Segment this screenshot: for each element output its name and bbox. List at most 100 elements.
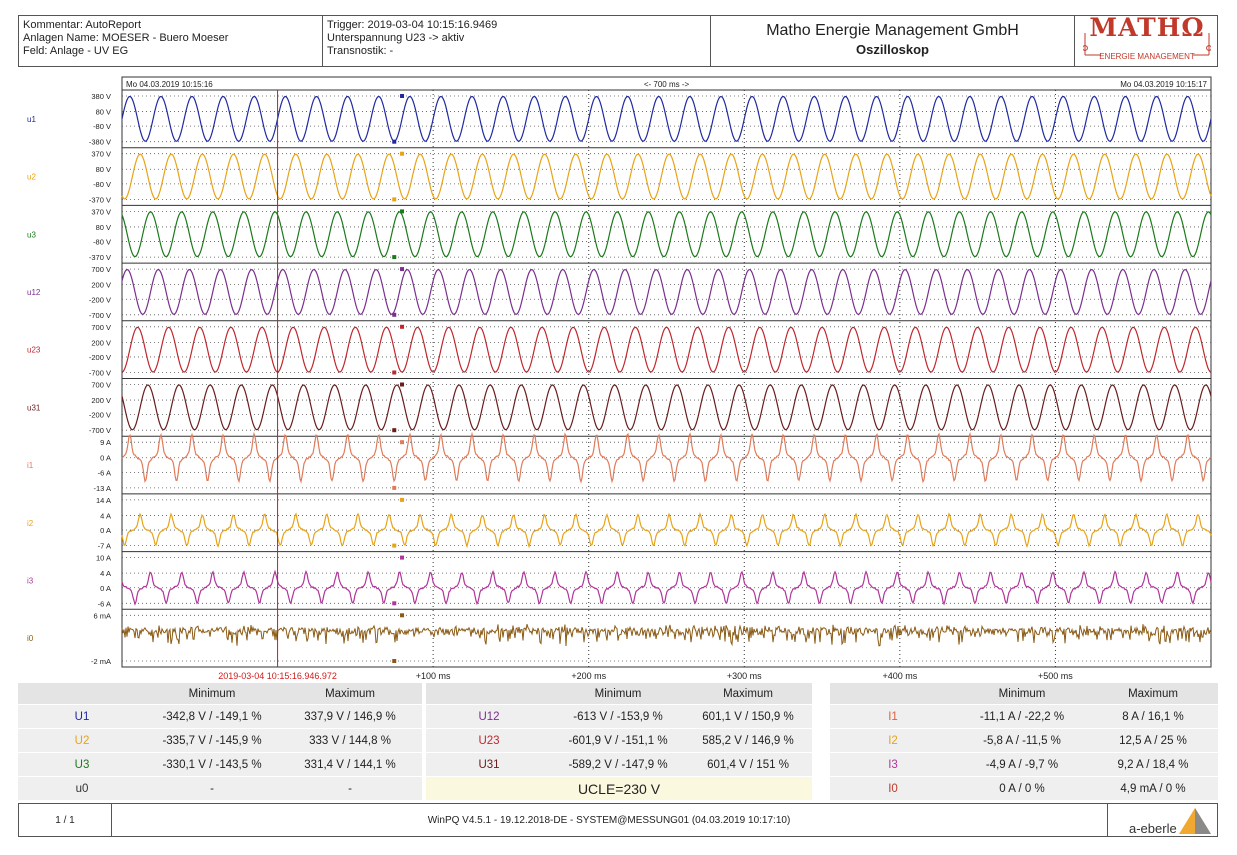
row-label: u0 [18,777,146,800]
series-u12-max-marker [400,267,405,272]
series-i1-min-marker [392,485,397,490]
header-company: Matho Energie Management GmbH Oszillosko… [711,16,1075,66]
header-trigger: Trigger: 2019-03-04 10:15:16.9469 Unters… [323,16,711,66]
current-table: Minimum Maximum I1 -11,1 A / -22,2 % 8 A /… [830,683,1218,800]
table-row: I1 -11,1 A / -22,2 % 8 A / 16,1 % [830,705,1218,728]
row-label: I0 [830,777,956,800]
header-logo: MATHΩ ENERGIE MANAGEMENT [1075,15,1219,66]
row-max: 601,4 V / 151 % [684,753,812,776]
table-header-row: Minimum Maximum [426,683,812,704]
series-u3-line [121,211,1212,258]
x-tick-label: +500 ms [1038,671,1073,681]
y-tick-label: -200 V [89,295,111,304]
ucle-text: UCLE=230 V [426,777,812,800]
y-tick-label: 0 A [100,584,111,593]
table-row: U3 -330,1 V / -143,5 % 331,4 V / 144,1 % [18,753,422,776]
row-max: 333 V / 144,8 % [278,729,422,752]
y-tick-label: 14 A [96,496,111,505]
voltage-table: Minimum Maximum U1 -342,8 V / -149,1 % 337… [18,683,422,800]
series-label: u3 [27,230,36,239]
y-tick-label: 200 V [91,338,111,347]
y-tick-label: 80 V [96,165,111,174]
y-tick-label: 6 mA [93,611,111,620]
series-u31-min-marker [392,428,397,433]
y-tick-label: -380 V [89,138,111,147]
row-min: -5,8 A / -11,5 % [958,729,1086,752]
transnostik-text: Transnostik: - [327,45,394,57]
row-max: 585,2 V / 146,9 % [684,729,812,752]
series-i0-line [121,624,1212,647]
y-tick-label: -700 V [89,426,111,435]
page-number: 1 / 1 [19,804,112,836]
series-u23-line [121,326,1212,373]
series-u2-max-marker [400,151,405,156]
y-tick-label: 80 V [96,223,111,232]
series-i0-max-marker [400,613,405,618]
series-u3-max-marker [400,209,405,214]
x-tick-label: +400 ms [882,671,917,681]
max-header: Maximum [684,683,812,704]
series-u12-min-marker [392,312,397,317]
series-u31-max-marker [400,382,405,387]
row-max: 337,9 V / 146,9 % [278,705,422,728]
series-u1-line [121,95,1212,142]
y-tick-label: -80 V [93,122,111,131]
y-tick-label: 4 A [100,511,111,520]
y-tick-label: 370 V [91,150,111,159]
row-label: I1 [830,705,956,728]
y-tick-label: 0 A [100,454,111,463]
row-min: -330,1 V / -143,5 % [148,753,276,776]
series-u2-min-marker [392,197,397,202]
row-min: -613 V / -153,9 % [554,705,682,728]
trigger-condition-text: Unterspannung U23 -> aktiv [327,32,465,44]
min-header: Minimum [148,683,276,704]
brand-logo: a-eberle [1107,804,1217,836]
y-tick-label: -80 V [93,180,111,189]
series-u3-min-marker [392,255,397,260]
brand-triangle-icon [1179,808,1211,834]
logo-frame [1083,33,1211,56]
series-i1-line [121,431,1212,484]
field-text: Feld: Anlage - UV EG [23,45,129,57]
series-u23-min-marker [392,370,397,375]
x-tick-label: +200 ms [571,671,606,681]
series-label: i2 [27,519,34,528]
y-tick-label: -200 V [89,353,111,362]
row-max: 12,5 A / 25 % [1088,729,1218,752]
table-row: U23 -601,9 V / -151,1 % 585,2 V / 146,9 % [426,729,812,752]
trigger-text: Trigger: 2019-03-04 10:15:16.9469 [327,19,498,31]
series-label: u23 [27,346,41,355]
series-label: i3 [27,576,34,585]
x-tick-label: +100 ms [416,671,451,681]
series-label: u12 [27,288,41,297]
series-i1-max-marker [400,440,405,445]
series-i2-min-marker [392,543,397,548]
row-min: -601,9 V / -151,1 % [554,729,682,752]
series-label: u31 [27,403,41,412]
y-tick-label: -7 A [98,542,111,551]
series-u12-line [121,268,1212,315]
report-footer: 1 / 1 WinPQ V4.5.1 - 19.12.2018-DE - SYS… [18,803,1218,837]
y-tick-label: -2 mA [91,657,111,666]
y-tick-label: 80 V [96,108,111,117]
row-label: I2 [830,729,956,752]
row-max: 8 A / 16,1 % [1088,705,1218,728]
comment-text: Kommentar: AutoReport [23,19,142,31]
y-tick-label: 4 A [100,569,111,578]
series-label: i0 [27,634,34,643]
y-tick-label: 380 V [91,92,111,101]
company-name: Matho Energie Management GmbH [766,22,1019,39]
timebar-start: Mo 04.03.2019 10:15:16 [126,80,213,89]
y-tick-label: 9 A [100,438,111,447]
y-tick-label: -6 A [98,468,111,477]
max-header: Maximum [1088,683,1218,704]
row-min: -4,9 A / -9,7 % [958,753,1086,776]
row-min: -335,7 V / -145,9 % [148,729,276,752]
oscilloscope-chart: Mo 04.03.2019 10:15:16 <- 700 ms -> Mo 04.… [27,76,1212,681]
table-row: U31 -589,2 V / -147,9 % 601,4 V / 151 % [426,753,812,776]
y-tick-label: 10 A [96,554,111,563]
table-row: U2 -335,7 V / -145,9 % 333 V / 144,8 % [18,729,422,752]
series-u1-max-marker [400,94,405,98]
series-i2-max-marker [400,497,405,502]
ucle-row: UCLE=230 V [426,777,812,800]
